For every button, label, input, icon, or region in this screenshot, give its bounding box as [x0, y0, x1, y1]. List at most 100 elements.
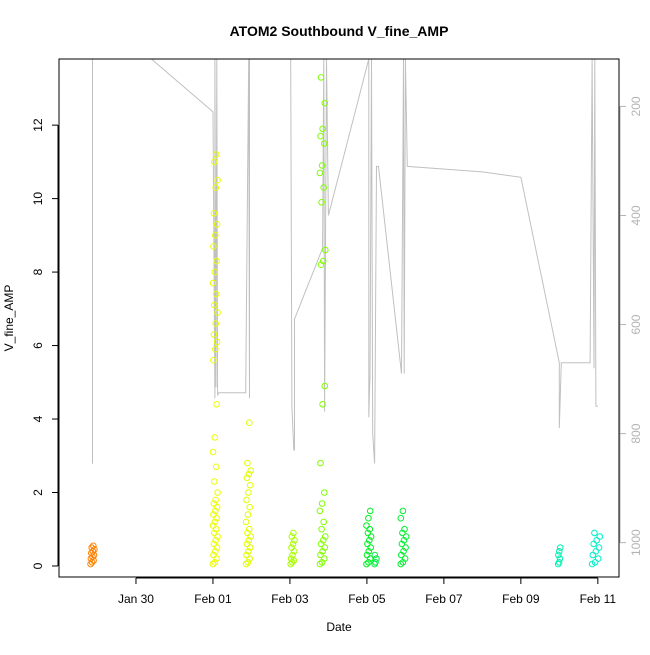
data-point	[211, 158, 218, 166]
x-axis-label: Date	[326, 620, 352, 634]
data-point	[365, 548, 373, 555]
data-point	[595, 544, 603, 551]
data-point	[210, 500, 218, 507]
data-point	[243, 540, 251, 548]
data-point	[320, 518, 328, 526]
data-point	[212, 184, 219, 191]
data-point	[322, 246, 329, 254]
points-layer	[87, 74, 604, 568]
data-point	[211, 529, 218, 537]
data-point	[555, 551, 562, 559]
point-cluster	[397, 507, 410, 568]
data-point	[288, 533, 296, 540]
data-point	[363, 560, 370, 568]
data-point	[209, 448, 217, 456]
y-tick-label: 8	[31, 268, 45, 275]
data-point	[209, 560, 217, 568]
data-point	[319, 257, 327, 265]
data-point	[213, 221, 221, 228]
x-tick-label: Feb 09	[502, 592, 540, 606]
y2-tick-label: 400	[629, 205, 643, 225]
data-point	[247, 533, 254, 540]
data-point	[399, 529, 406, 537]
data-point	[593, 537, 601, 544]
data-point	[211, 518, 219, 526]
data-point	[316, 507, 324, 515]
data-point	[214, 489, 221, 496]
data-point	[322, 533, 329, 540]
y-tick-label: 4	[31, 415, 45, 422]
data-point	[316, 169, 324, 177]
data-point	[210, 540, 218, 548]
x-tick-label: Feb 01	[194, 592, 232, 606]
data-point	[246, 544, 254, 551]
data-point	[214, 309, 221, 316]
data-point	[209, 279, 217, 287]
data-point	[212, 290, 220, 298]
data-point	[211, 301, 218, 309]
data-point	[321, 555, 328, 562]
data-point	[211, 478, 218, 485]
y-tick-label: 12	[31, 118, 45, 132]
data-point	[321, 489, 328, 496]
data-point	[245, 537, 253, 544]
data-point	[319, 537, 327, 544]
y-tick-label: 0	[31, 562, 45, 569]
data-point	[245, 470, 253, 478]
data-point	[401, 555, 409, 562]
point-cluster	[316, 74, 329, 568]
data-point	[288, 544, 295, 551]
data-point	[366, 537, 373, 544]
data-point	[243, 474, 251, 482]
data-point	[212, 232, 219, 239]
data-point	[210, 243, 217, 250]
y-tick-label: 2	[31, 489, 45, 496]
data-point	[364, 540, 371, 548]
data-point	[290, 529, 297, 537]
secondary-series-layer	[92, 58, 598, 464]
data-point	[373, 555, 380, 562]
data-point	[557, 544, 564, 551]
data-point	[244, 511, 252, 518]
data-point	[212, 548, 219, 555]
data-point	[212, 463, 220, 471]
x-tick-label: Feb 03	[271, 592, 309, 606]
data-point	[589, 551, 597, 559]
point-cluster	[371, 551, 380, 568]
data-point	[289, 540, 297, 548]
y2-tick-label: 600	[629, 314, 643, 334]
data-point	[402, 544, 409, 551]
data-point	[243, 496, 250, 504]
data-point	[212, 320, 219, 327]
data-point	[596, 533, 604, 540]
data-point	[365, 559, 372, 566]
data-point	[402, 533, 410, 540]
data-point	[365, 514, 372, 522]
data-point	[320, 184, 328, 191]
data-point	[590, 540, 597, 548]
data-point	[321, 99, 329, 107]
plot-frame	[58, 58, 620, 578]
x-tick-label: Jan 30	[118, 592, 154, 606]
data-point	[213, 544, 221, 551]
y-axis-label: V_fine_AMP	[2, 285, 16, 352]
data-point	[211, 268, 219, 276]
data-point	[363, 551, 371, 559]
point-cluster	[287, 529, 298, 568]
data-point	[242, 518, 250, 526]
data-point	[289, 551, 296, 559]
data-point	[211, 559, 219, 566]
data-point	[288, 559, 296, 566]
data-point	[242, 560, 250, 568]
data-point	[246, 419, 253, 427]
data-point	[244, 559, 252, 566]
data-point	[247, 467, 254, 474]
data-point	[210, 210, 218, 217]
data-point	[210, 356, 217, 364]
data-point	[244, 459, 251, 467]
data-point	[213, 514, 220, 522]
x-tick-label: Feb 07	[425, 592, 463, 606]
data-point	[397, 514, 405, 522]
data-point	[318, 525, 325, 533]
